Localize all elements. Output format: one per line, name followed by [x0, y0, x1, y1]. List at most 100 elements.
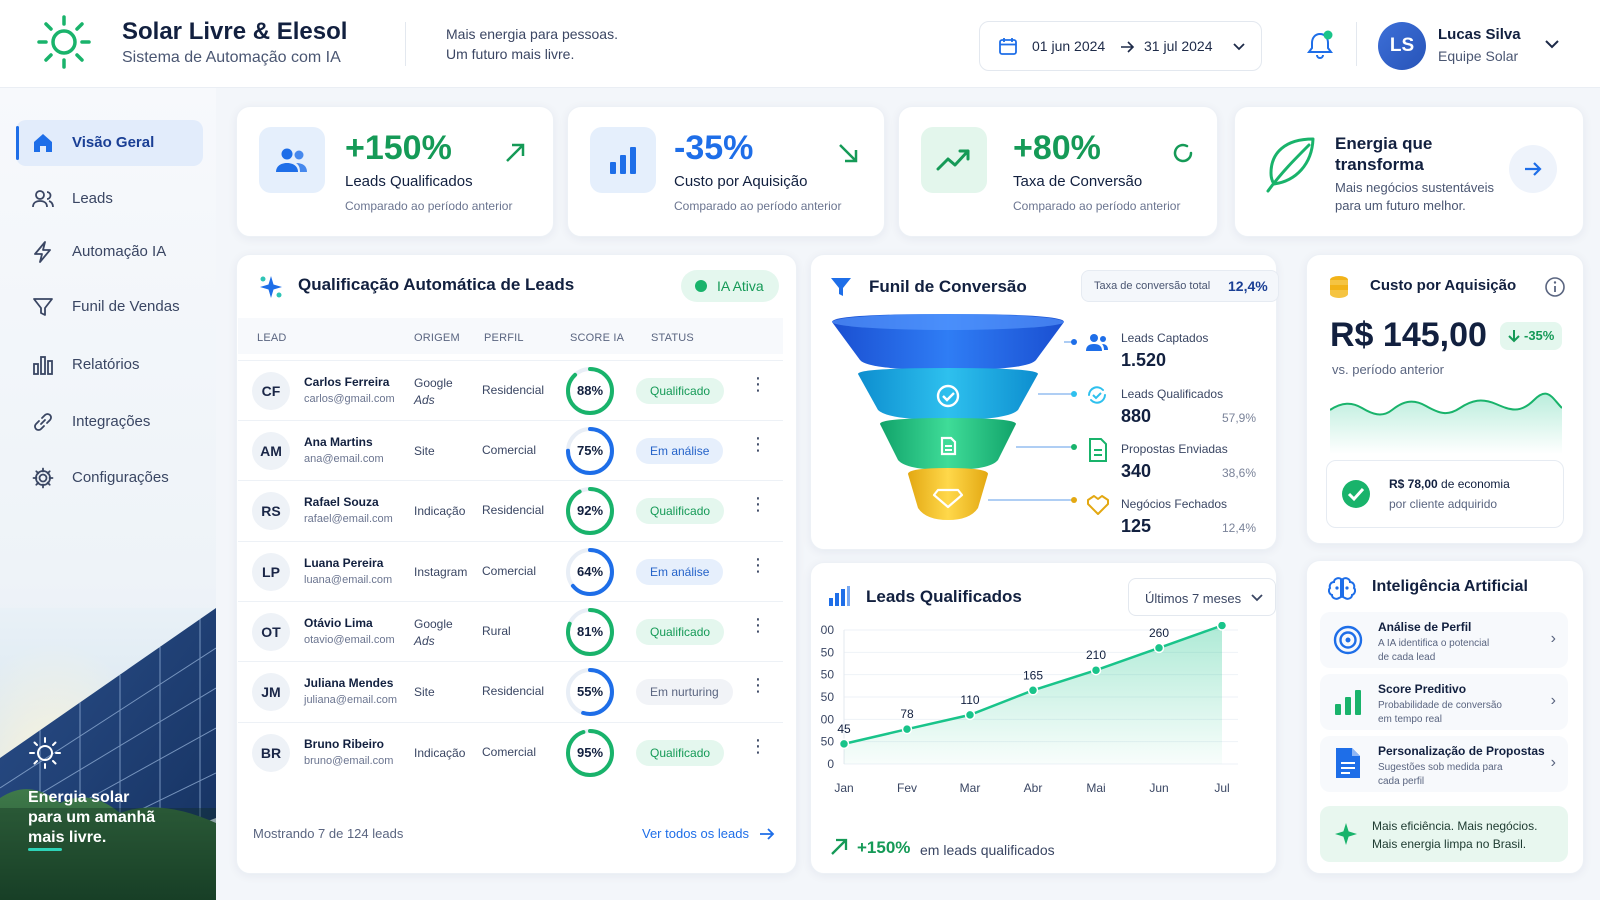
- status-dot: [695, 280, 707, 292]
- table-row[interactable]: JM Juliana Mendes juliana@email.com Site Res…: [238, 661, 783, 721]
- check-circle-icon: [1342, 480, 1370, 508]
- table-row[interactable]: LP Luana Pereira luana@email.com Instagram C…: [238, 541, 783, 601]
- lead-origin: Google Ads: [414, 616, 453, 650]
- lead-profile: Comercial: [482, 564, 537, 578]
- kpi-label: Leads Qualificados: [345, 173, 473, 190]
- user-menu-chevron-icon[interactable]: [1544, 38, 1560, 50]
- document-icon: [1089, 438, 1107, 462]
- brand-title: Solar Livre & Elesol: [122, 18, 348, 45]
- score-value: 95%: [576, 745, 604, 760]
- funnel-stage-percent: 38,6%: [1222, 466, 1257, 480]
- sidebar-item-visao-geral[interactable]: Visão Geral: [16, 120, 203, 166]
- home-icon: [34, 134, 52, 152]
- ai-item-title: Personalização de Propostas: [1378, 744, 1545, 758]
- ai-item-analise-perfil[interactable]: Análise de Perfil A IA identifica o pote…: [1320, 612, 1568, 668]
- cac-saving-box: R$ 78,00 de economia por cliente adquiri…: [1326, 460, 1564, 528]
- ai-item-title: Análise de Perfil: [1378, 620, 1472, 634]
- info-icon[interactable]: [1544, 276, 1566, 298]
- bar-chart-icon: [610, 147, 636, 174]
- sidebar-promo-text: Energia solar para um amanhã mais livre.: [28, 788, 198, 848]
- header-divider: [405, 22, 406, 66]
- ai-footer-text: Mais eficiência. Mais negócios. Mais ene…: [1372, 817, 1537, 853]
- lead-email: juliana@email.com: [304, 694, 398, 706]
- ai-item-score-preditivo[interactable]: Score Preditivo Probabilidade de convers…: [1320, 674, 1568, 730]
- sidebar-item-funil-de-vendas[interactable]: Funil de Vendas: [16, 284, 203, 330]
- ai-item-title: Score Preditivo: [1378, 682, 1467, 696]
- bar-chart-icon: [829, 586, 850, 606]
- column-header-origem: ORIGEM: [414, 332, 460, 344]
- table-row[interactable]: BR Bruno Ribeiro bruno@email.com Indicação C…: [238, 722, 783, 782]
- lead-origin-line: Ads: [414, 634, 435, 648]
- score-ring: 95%: [564, 727, 616, 779]
- chevron-right-icon: ›: [1550, 630, 1556, 647]
- row-menu-icon[interactable]: ⋮: [749, 374, 767, 394]
- funnel-stage-value: 125: [1121, 516, 1152, 536]
- data-label: 45: [837, 722, 851, 736]
- column-header-score: SCORE IA: [570, 332, 625, 344]
- kpi-value: +150%: [345, 129, 452, 167]
- chart-period-select[interactable]: Últimos 7 meses: [1128, 578, 1276, 616]
- data-label: 110: [960, 693, 979, 707]
- sidebar-item-label: Leads: [72, 190, 113, 207]
- arrow-down-icon: [1508, 330, 1520, 343]
- promo-accent-bar: [28, 848, 62, 851]
- lead-profile: Residencial: [482, 383, 545, 397]
- date-range-picker[interactable]: 01 jun 2024 31 jul 2024: [979, 21, 1262, 71]
- cac-sparkline: [1330, 392, 1562, 454]
- kpi-icon-bg: [921, 127, 987, 193]
- data-point: [964, 709, 976, 721]
- row-menu-icon[interactable]: ⋮: [749, 555, 767, 575]
- x-tick-label: Jun: [1149, 781, 1168, 795]
- ai-item-desc-line: Probabilidade de conversão: [1378, 700, 1502, 711]
- chevron-down-icon: [1233, 43, 1245, 51]
- lead-origin: Indicação: [414, 503, 465, 520]
- x-tick-label: Fev: [897, 781, 917, 795]
- sidebar-item-leads[interactable]: Leads: [16, 176, 203, 222]
- trend-line-icon: [936, 149, 970, 171]
- cac-delta-value: -35%: [1524, 328, 1555, 343]
- row-menu-icon[interactable]: ⋮: [749, 675, 767, 695]
- energy-transform-card[interactable]: Energia que transforma Mais negócios sus…: [1234, 106, 1584, 237]
- brain-icon: [1328, 577, 1356, 600]
- sidebar-item-configuracoes[interactable]: Configurações: [16, 455, 203, 501]
- sidebar-item-automacao-ia[interactable]: Automação IA: [16, 229, 203, 275]
- header-divider-2: [1356, 22, 1357, 66]
- avatar: AM: [252, 432, 290, 470]
- table-row[interactable]: RS Rafael Souza rafael@email.com Indicação R…: [238, 480, 783, 540]
- funnel-total-label: Taxa de conversão total: [1094, 280, 1211, 292]
- view-all-leads-link[interactable]: Ver todos os leads: [642, 826, 775, 841]
- user-avatar[interactable]: LS: [1378, 22, 1426, 70]
- row-menu-icon[interactable]: ⋮: [749, 494, 767, 514]
- arrow-right-icon: [759, 828, 774, 840]
- funnel-icon: [831, 278, 851, 296]
- notification-bell-icon[interactable]: [1306, 30, 1334, 60]
- chevron-down-icon: [1251, 594, 1263, 602]
- bolt-icon: [34, 241, 51, 263]
- lead-profile: Comercial: [482, 745, 537, 759]
- table-row[interactable]: AM Ana Martins ana@email.com Site Comercial 7…: [238, 420, 783, 480]
- table-row[interactable]: OT Otávio Lima otavio@email.com Google Ads Ru…: [238, 601, 783, 661]
- lead-origin: Instagram: [414, 564, 467, 581]
- promo-line: Energia solar: [28, 789, 130, 806]
- row-menu-icon[interactable]: ⋮: [749, 434, 767, 454]
- data-point: [838, 738, 850, 750]
- row-menu-icon[interactable]: ⋮: [749, 615, 767, 635]
- qualified-leads-area-chart: 300 250 250 150 100 50 0 45 Jan 78 Fev 110 Mar 165 Abr…: [820, 622, 1238, 795]
- table-row[interactable]: CF Carlos Ferreira carlos@gmail.com Google A…: [238, 360, 783, 420]
- funnel-stage-label: Propostas Enviadas: [1121, 442, 1228, 456]
- data-point: [1027, 685, 1039, 696]
- funnel-stage-4: [908, 468, 988, 520]
- energy-desc-line: para um futuro melhor.: [1335, 198, 1466, 213]
- energy-arrow-button[interactable]: [1509, 145, 1557, 193]
- arrow-right-icon: [1121, 41, 1135, 53]
- data-point: [901, 723, 913, 735]
- ia-active-label: IA Ativa: [717, 278, 764, 294]
- lead-email: rafael@email.com: [304, 513, 393, 525]
- chevron-right-icon: ›: [1550, 754, 1556, 771]
- sidebar-item-integracoes[interactable]: Integrações: [16, 399, 203, 445]
- sparkle-icon: [1335, 823, 1357, 845]
- lead-origin-line: Site: [414, 444, 435, 458]
- row-menu-icon[interactable]: ⋮: [749, 736, 767, 756]
- ai-item-personalizacao[interactable]: Personalização de Propostas Sugestões so…: [1320, 736, 1568, 792]
- sidebar-item-relatorios[interactable]: Relatórios: [16, 342, 203, 388]
